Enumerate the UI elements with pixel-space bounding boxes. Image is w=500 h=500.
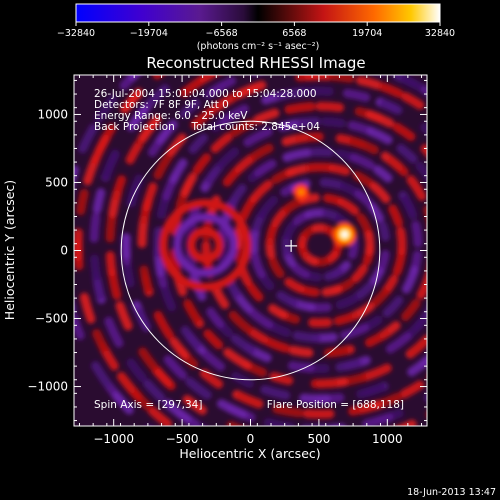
y-tick-label: 500 [45,175,68,189]
timestamp: 18-Jun-2013 13:47 [407,487,496,498]
colorbar-units: (photons cm⁻² s⁻¹ asec⁻²) [197,41,320,52]
y-tick-label: 1000 [37,107,68,121]
x-tick-label: −500 [166,432,199,446]
colorbar-ticks: −32840 −19704 −6568 6568 19704 32840 [57,22,455,39]
info-block: 26-Jul-2004 15:01:04.000 to 15:04:28.000… [94,88,320,133]
colorbar-tick-label: 6568 [282,28,306,39]
spin-axis-label: Spin Axis = [297,34] [94,399,202,411]
info-line-1: 26-Jul-2004 15:01:04.000 to 15:04:28.000 [94,88,317,100]
y-tick-label: 0 [60,244,68,258]
colorbar-tick-label: 19704 [352,28,382,39]
x-tick-label: 1000 [372,432,403,446]
axis-ticks: −1000 −500 0 500 1000 1000 500 0 −500 −1000 [27,75,427,446]
colorbar-tick-label: −32840 [57,28,95,39]
x-tick-label: −1000 [93,432,134,446]
x-tick-label: 500 [307,432,330,446]
heatmap [74,75,427,426]
colorbar-tick-label: 32840 [425,28,455,39]
spin-axis-marker [285,239,298,252]
flare-position-label: Flare Position = [688,118] [267,399,404,411]
info-line-4: Back Projection Total counts: 2.845e+04 [94,121,320,133]
colorbar-tick-label: −19704 [130,28,168,39]
x-tick-label: 0 [247,432,255,446]
x-axis-title: Heliocentric X (arcsec) [179,446,320,461]
y-tick-label: −1000 [27,380,68,394]
chart-title: Reconstructed RHESSI Image [146,54,365,72]
info-line-2: Detectors: 7F 8F 9F, Att 0 [94,99,229,111]
colorbar [75,3,441,23]
y-axis-title: Heliocentric Y (arcsec) [2,180,17,320]
colorbar-tick-label: −6568 [206,28,238,39]
y-tick-label: −500 [35,312,68,326]
info-line-3: Energy Range: 6.0 - 25.0 keV [94,110,248,122]
solar-limb-circle [120,120,381,381]
